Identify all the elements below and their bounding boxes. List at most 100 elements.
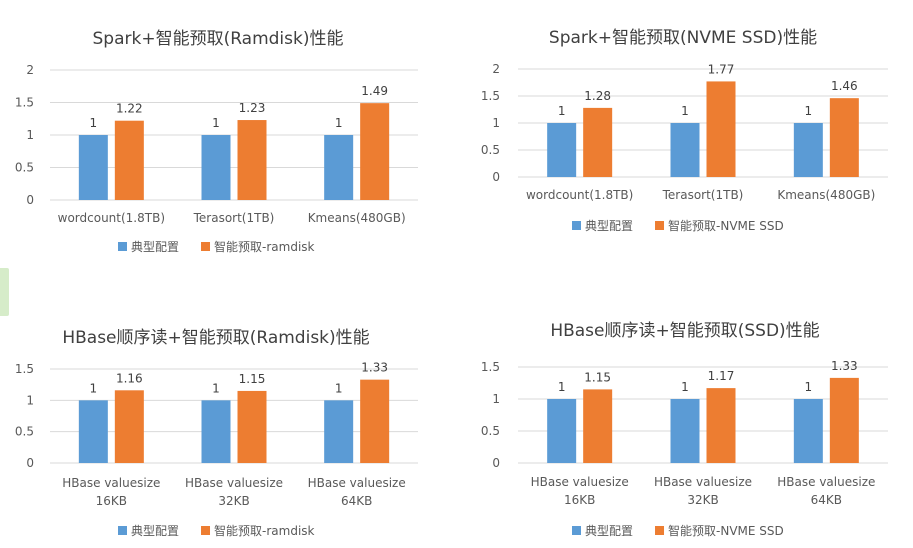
- chart-svg: Spark+智能预取(NVME SSD)性能 0 0.5 1 1.5 2 1 1.28 word…: [481, 28, 888, 233]
- chart-spark-nvme: Spark+智能预取(NVME SSD)性能 0 0.5 1 1.5 2 1 1.28 word…: [468, 0, 913, 260]
- data-label: 1: [558, 104, 566, 118]
- legend-swatch: [201, 526, 211, 535]
- bar: [829, 98, 859, 177]
- y-tick-label: 1: [492, 116, 500, 130]
- legend-label: 智能预取-ramdisk: [214, 523, 315, 538]
- chart-hbase-ramdisk: HBase顺序读+智能预取(Ramdisk)性能 0 0.5 1 1.5 1 1.16 HBa…: [0, 318, 440, 548]
- bar: [547, 399, 577, 463]
- category-label: HBase valuesize: [654, 475, 752, 489]
- category-label: HBase valuesize: [777, 475, 875, 489]
- category-label: HBase valuesize: [531, 475, 629, 489]
- bar: [324, 400, 354, 463]
- category-label: 16KB: [96, 494, 127, 508]
- y-tick-label: 1.5: [15, 96, 34, 110]
- data-label: 1: [212, 381, 220, 395]
- bar: [237, 120, 267, 200]
- category-label: 64KB: [341, 494, 372, 508]
- legend-label: 智能预取-ramdisk: [214, 239, 315, 254]
- y-tick-label: 0.5: [15, 161, 34, 175]
- legend-swatch: [201, 242, 211, 251]
- data-label: 1: [90, 116, 98, 130]
- bar: [793, 123, 823, 177]
- bar: [114, 390, 144, 463]
- data-label: 1: [335, 381, 343, 395]
- data-label: 1.33: [361, 361, 388, 375]
- data-label: 1: [805, 104, 813, 118]
- bar: [670, 399, 700, 463]
- category-label: 16KB: [564, 493, 595, 507]
- category-label: HBase valuesize: [308, 476, 406, 490]
- data-label: 1: [558, 380, 566, 394]
- legend-swatch: [572, 221, 581, 230]
- legend-label: 智能预取-NVME SSD: [668, 523, 784, 538]
- data-label: 1: [335, 116, 343, 130]
- legend-swatch: [118, 526, 127, 535]
- bar: [201, 400, 231, 463]
- bar: [583, 389, 613, 463]
- category-label: Kmeans(480GB): [777, 188, 875, 202]
- bar: [201, 135, 231, 200]
- legend-label: 典型配置: [585, 524, 633, 538]
- y-tick-label: 0: [492, 456, 500, 470]
- legend-swatch: [655, 526, 665, 535]
- data-label: 1.23: [239, 101, 266, 115]
- y-tick-label: 0: [492, 170, 500, 184]
- y-tick-label: 0.5: [481, 424, 500, 438]
- data-label: 1.16: [116, 371, 143, 385]
- chart-svg: HBase顺序读+智能预取(SSD)性能 0 0.5 1 1.5 1 1.15 HBase v…: [481, 321, 888, 538]
- chart-title: Spark+智能预取(NVME SSD)性能: [549, 28, 817, 48]
- y-tick-label: 1: [26, 393, 34, 407]
- legend-swatch: [118, 242, 127, 251]
- category-label: Terasort(1TB): [193, 211, 275, 225]
- chart-svg: Spark+智能预取(Ramdisk)性能 0 0.5 1 1.5 2 1 1.22 wordc…: [15, 29, 418, 254]
- chart-hbase-ssd: HBase顺序读+智能预取(SSD)性能 0 0.5 1 1.5 1 1.15 HBase v…: [468, 318, 913, 548]
- bar: [706, 81, 736, 177]
- y-tick-label: 0.5: [481, 143, 500, 157]
- legend-label: 典型配置: [585, 219, 633, 233]
- data-label: 1.15: [584, 370, 611, 384]
- category-label: 64KB: [811, 493, 842, 507]
- category-label: HBase valuesize: [62, 476, 160, 490]
- y-tick-label: 1: [492, 392, 500, 406]
- y-tick-label: 1.5: [481, 89, 500, 103]
- bar: [324, 135, 354, 200]
- bar: [583, 107, 613, 177]
- legend-label: 典型配置: [131, 240, 179, 254]
- bar: [360, 379, 390, 463]
- y-tick-label: 1.5: [15, 362, 34, 376]
- bar: [547, 123, 577, 177]
- category-label: wordcount(1.8TB): [58, 211, 165, 225]
- data-label: 1: [681, 380, 689, 394]
- category-label: Terasort(1TB): [662, 188, 744, 202]
- data-label: 1: [681, 104, 689, 118]
- bar: [78, 400, 108, 463]
- y-tick-label: 2: [492, 62, 500, 76]
- bar: [360, 103, 390, 200]
- data-label: 1.77: [708, 62, 735, 76]
- category-label: wordcount(1.8TB): [526, 188, 633, 202]
- data-label: 1: [90, 381, 98, 395]
- data-label: 1: [212, 116, 220, 130]
- data-label: 1.17: [708, 369, 735, 383]
- legend-swatch: [572, 526, 581, 535]
- bar: [670, 123, 700, 177]
- chart-title: HBase顺序读+智能预取(Ramdisk)性能: [62, 328, 369, 348]
- chart-title: HBase顺序读+智能预取(SSD)性能: [550, 321, 819, 341]
- y-tick-label: 1: [26, 128, 34, 142]
- bar: [793, 399, 823, 463]
- data-label: 1.22: [116, 102, 143, 116]
- category-label: 32KB: [687, 493, 718, 507]
- legend-swatch: [655, 221, 665, 230]
- legend-label: 典型配置: [131, 524, 179, 538]
- y-tick-label: 0: [26, 456, 34, 470]
- legend-label: 智能预取-NVME SSD: [668, 218, 784, 233]
- bar: [78, 135, 108, 200]
- side-tab-marker[interactable]: [0, 268, 9, 316]
- bar: [114, 120, 144, 200]
- data-label: 1.33: [831, 359, 858, 373]
- chart-svg: HBase顺序读+智能预取(Ramdisk)性能 0 0.5 1 1.5 1 1.16 HBa…: [15, 328, 418, 538]
- data-label: 1.49: [361, 84, 388, 98]
- y-tick-label: 1.5: [481, 360, 500, 374]
- category-label: HBase valuesize: [185, 476, 283, 490]
- bar: [829, 377, 859, 463]
